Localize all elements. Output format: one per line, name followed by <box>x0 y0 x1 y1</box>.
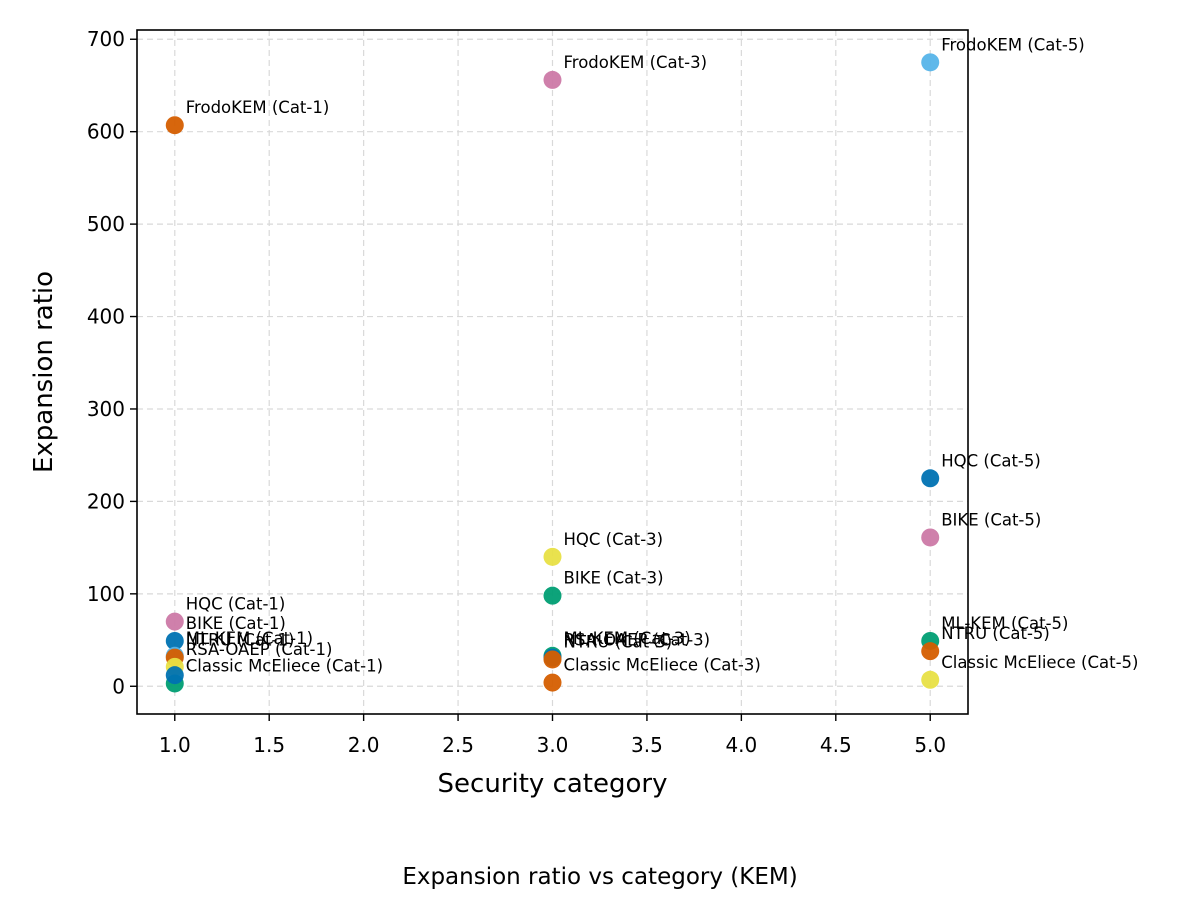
x-tick-label: 3.5 <box>631 733 663 757</box>
data-point <box>165 612 184 631</box>
y-axis-ticks: 0 100 200 300 400 500 600 700 <box>87 27 137 698</box>
point-label: BIKE (Cat-1) <box>186 614 286 633</box>
point-labels: FrodoKEM (Cat-1)HQC (Cat-1)BIKE (Cat-1)M… <box>186 35 1139 675</box>
y-tick-label: 0 <box>112 674 125 698</box>
point-label: NTRU (Cat-1) <box>186 631 295 650</box>
data-point <box>165 666 184 685</box>
point-label: BIKE (Cat-3) <box>564 569 664 588</box>
y-tick-label: 600 <box>87 120 125 144</box>
point-label: HQC (Cat-5) <box>941 451 1041 470</box>
x-tick-label: 1.5 <box>253 733 285 757</box>
data-point <box>165 116 184 135</box>
x-tick-label: 3.0 <box>537 733 569 757</box>
x-tick-label: 5.0 <box>914 733 946 757</box>
point-label: Classic McEliece (Cat-3) <box>564 656 761 675</box>
data-point <box>543 586 562 605</box>
data-point <box>921 670 940 689</box>
point-label: ML-KEM (Cat-3) <box>564 629 691 648</box>
point-label: ML-KEM (Cat-5) <box>941 614 1068 633</box>
point-label: NTRU (Cat-3) <box>564 632 673 651</box>
y-tick-label: 500 <box>87 212 125 236</box>
point-label: FrodoKEM (Cat-3) <box>564 53 708 72</box>
data-point <box>543 547 562 566</box>
data-point <box>165 631 184 650</box>
point-label: RSA-OAEP (Cat-1) <box>186 640 333 659</box>
y-tick-label: 400 <box>87 305 125 329</box>
point-label: ML-KEM (Cat-1) <box>186 629 313 648</box>
x-tick-label: 4.5 <box>820 733 852 757</box>
point-label: HQC (Cat-1) <box>186 595 286 614</box>
y-tick-label: 700 <box>87 27 125 51</box>
point-label: NTRU (Cat-5) <box>941 624 1050 643</box>
chart-caption: Expansion ratio vs category (KEM) <box>402 864 798 890</box>
x-tick-label: 4.0 <box>725 733 757 757</box>
data-point <box>921 528 940 547</box>
y-tick-label: 200 <box>87 489 125 513</box>
data-point <box>543 650 562 669</box>
data-point <box>921 53 940 72</box>
data-point <box>543 673 562 692</box>
data-points <box>165 53 940 693</box>
x-axis-label: Security category <box>438 769 668 799</box>
point-label: Classic McEliece (Cat-5) <box>941 653 1138 672</box>
data-point <box>921 469 940 488</box>
point-label: FrodoKEM (Cat-5) <box>941 35 1085 54</box>
point-label: FrodoKEM (Cat-1) <box>186 98 330 117</box>
x-tick-label: 2.0 <box>348 733 380 757</box>
data-point <box>543 70 562 89</box>
y-tick-label: 100 <box>87 582 125 606</box>
data-point <box>921 642 940 661</box>
point-label: BIKE (Cat-5) <box>941 510 1041 529</box>
y-tick-label: 300 <box>87 397 125 421</box>
point-label: Classic McEliece (Cat-1) <box>186 656 383 675</box>
x-tick-label: 2.5 <box>442 733 474 757</box>
x-axis-ticks: 1.0 1.5 2.0 2.5 3.0 3.5 4.0 4.5 5.0 <box>159 714 946 757</box>
y-axis-label: Expansion ratio <box>29 271 59 473</box>
point-label: HQC (Cat-3) <box>564 530 664 549</box>
point-label: RSA-OAEP (Cat-3) <box>564 631 711 650</box>
x-tick-label: 1.0 <box>159 733 191 757</box>
